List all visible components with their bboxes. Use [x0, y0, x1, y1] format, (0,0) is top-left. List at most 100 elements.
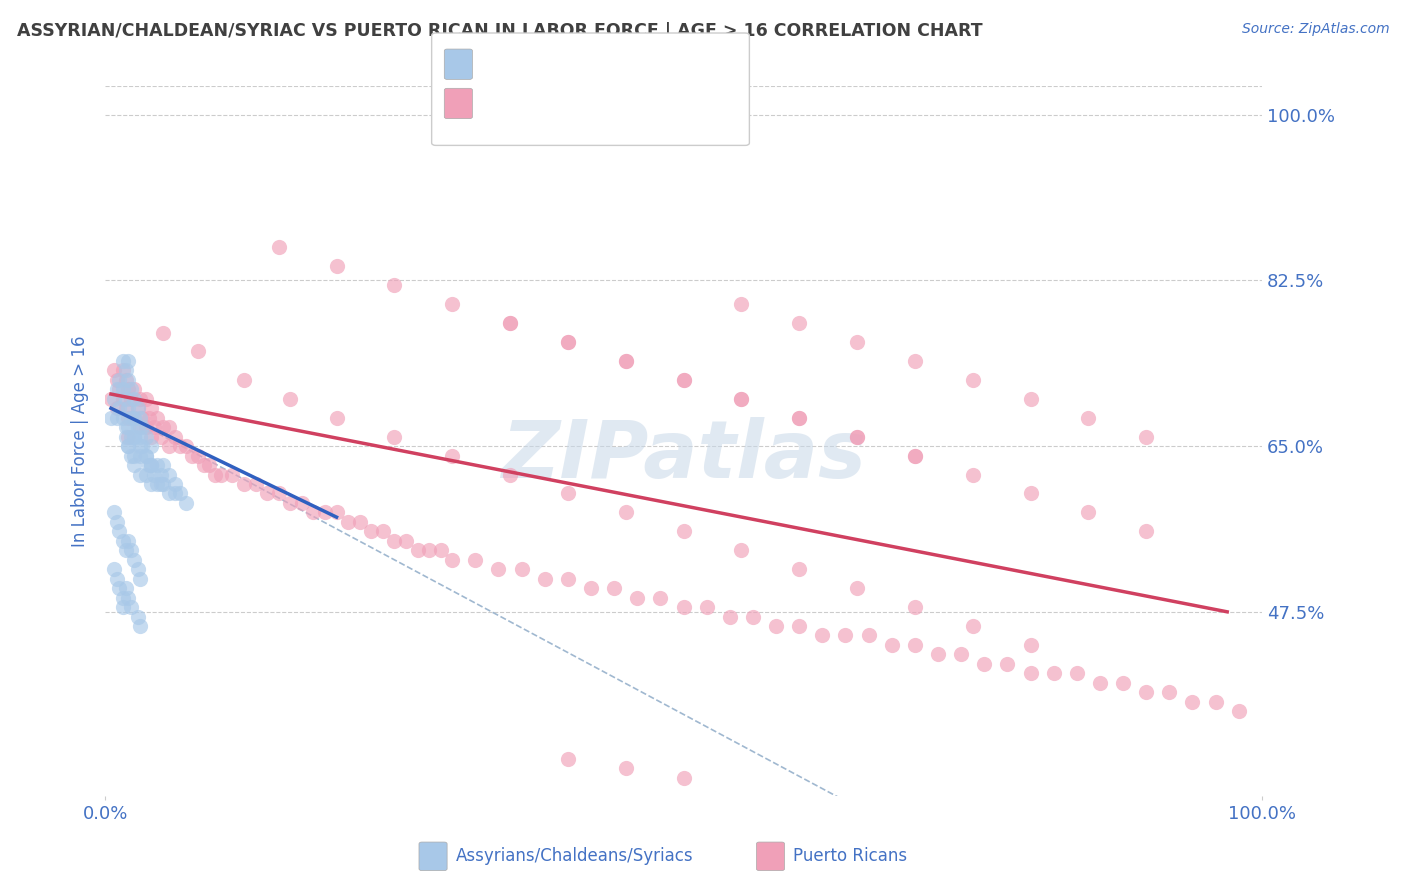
Point	[557, 751, 579, 765]
Point	[904, 449, 927, 463]
Point	[614, 505, 637, 519]
Point	[117, 591, 139, 605]
Point	[127, 401, 149, 416]
Point	[557, 334, 579, 349]
Point	[127, 420, 149, 434]
Point	[108, 524, 131, 539]
Point	[120, 600, 142, 615]
Point	[122, 449, 145, 463]
Point	[122, 553, 145, 567]
Point	[103, 392, 125, 406]
Point	[117, 420, 139, 434]
Point	[129, 392, 152, 406]
Point	[499, 316, 522, 330]
Point	[742, 609, 765, 624]
Point	[105, 410, 128, 425]
Point	[120, 392, 142, 406]
Point	[122, 392, 145, 406]
Point	[962, 373, 984, 387]
Point	[858, 628, 880, 642]
Point	[129, 572, 152, 586]
Point	[142, 467, 165, 482]
Text: Assyrians/Chaldeans/Syriacs: Assyrians/Chaldeans/Syriacs	[456, 847, 693, 865]
Point	[149, 430, 172, 444]
Point	[129, 467, 152, 482]
Point	[278, 392, 301, 406]
Point	[1135, 524, 1157, 539]
Point	[135, 449, 157, 463]
Point	[730, 543, 752, 558]
Point	[787, 410, 810, 425]
Point	[129, 430, 152, 444]
Point	[117, 373, 139, 387]
Point	[846, 430, 869, 444]
Point	[127, 609, 149, 624]
Point	[131, 410, 153, 425]
Point	[973, 657, 995, 671]
Point	[488, 562, 510, 576]
Point	[441, 449, 464, 463]
Point	[131, 420, 153, 434]
Point	[846, 430, 869, 444]
Point	[163, 486, 186, 500]
Point	[108, 581, 131, 595]
Point	[127, 562, 149, 576]
Point	[115, 543, 138, 558]
Point	[730, 392, 752, 406]
Text: R = -0.332   N= 80: R = -0.332 N= 80	[478, 55, 650, 73]
Point	[141, 401, 163, 416]
Point	[1135, 430, 1157, 444]
Point	[115, 392, 138, 406]
Point	[384, 430, 406, 444]
Point	[193, 458, 215, 472]
Point	[464, 553, 486, 567]
Point	[157, 420, 180, 434]
Point	[129, 449, 152, 463]
Point	[146, 410, 169, 425]
Point	[157, 486, 180, 500]
Point	[1227, 704, 1250, 718]
Point	[672, 373, 695, 387]
Point	[325, 505, 347, 519]
Point	[152, 458, 174, 472]
Point	[579, 581, 602, 595]
Point	[533, 572, 555, 586]
Point	[120, 430, 142, 444]
Point	[233, 373, 256, 387]
Point	[135, 467, 157, 482]
Point	[117, 439, 139, 453]
Point	[557, 334, 579, 349]
Point	[1088, 676, 1111, 690]
Point	[122, 410, 145, 425]
Point	[141, 439, 163, 453]
Point	[384, 533, 406, 548]
Y-axis label: In Labor Force | Age > 16: In Labor Force | Age > 16	[72, 335, 89, 547]
Point	[152, 420, 174, 434]
Point	[117, 439, 139, 453]
Point	[384, 278, 406, 293]
Point	[904, 354, 927, 368]
Point	[141, 430, 163, 444]
Point	[846, 581, 869, 595]
Point	[950, 648, 973, 662]
Point	[117, 401, 139, 416]
Point	[181, 449, 204, 463]
Point	[614, 761, 637, 775]
Text: Source: ZipAtlas.com: Source: ZipAtlas.com	[1241, 22, 1389, 37]
Point	[103, 505, 125, 519]
Point	[187, 449, 209, 463]
Point	[105, 401, 128, 416]
Point	[245, 477, 267, 491]
Point	[120, 543, 142, 558]
Point	[163, 430, 186, 444]
Point	[614, 354, 637, 368]
Point	[418, 543, 440, 558]
Point	[135, 449, 157, 463]
Point	[672, 524, 695, 539]
Point	[441, 297, 464, 311]
Point	[209, 467, 232, 482]
Point	[115, 363, 138, 377]
Point	[997, 657, 1019, 671]
Point	[120, 449, 142, 463]
Point	[108, 382, 131, 396]
